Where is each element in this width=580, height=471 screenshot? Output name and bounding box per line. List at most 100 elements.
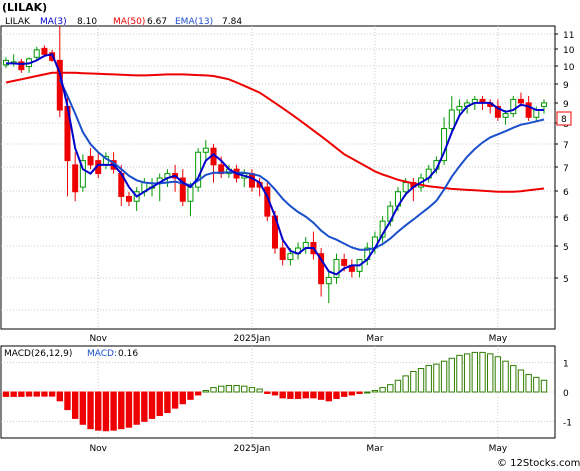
ema13-line [58,78,545,251]
macd-bar [387,384,394,393]
macd-bar [440,360,448,393]
macd-bar [287,391,294,399]
macd-bar [525,373,532,393]
candle-down [179,177,186,202]
macd-bar [317,391,325,400]
candle-up [287,253,294,260]
candle-up [187,186,194,202]
macd-bar [210,387,217,393]
legend-ema13-value: 7.84 [222,17,242,27]
macd-bar [494,356,502,393]
macd-x-tick-label: 2025Jan [234,444,271,454]
price-x-tick-label: Nov [89,334,107,344]
macd-bar [118,391,125,430]
candle-up [456,105,463,111]
macd-bar [379,387,386,393]
macd-bar [510,365,517,393]
macd-x-tick-label: Nov [89,444,107,454]
macd-bar [517,369,525,393]
macd-bar [194,391,202,396]
macd-bar [202,390,210,393]
macd-bar [448,357,455,393]
candle-up [402,182,409,193]
macd-bar [394,379,402,393]
price-y-tick-label: 9 [563,81,569,91]
candle-up [541,102,547,107]
macd-bar [164,391,171,414]
candle-up [195,151,202,188]
macd-bar [325,391,332,402]
price-y-tick-label: 6 [563,214,569,224]
macd-bar [310,391,317,399]
candle-up [33,49,40,58]
price-y-tick-label: 10 [563,46,575,56]
macd-bar [25,391,33,397]
macd-bar [187,391,194,400]
price-y-tick-label: 5 [563,275,569,285]
price-x-tick-label: 2025Jan [234,334,271,344]
candle-down [525,102,532,118]
candle-down [341,258,348,266]
price-x-tick-label: Mar [366,334,383,344]
macd-bar [433,363,440,393]
macd-bar [233,385,240,393]
macd-bar [171,391,179,409]
candle-down [87,155,94,166]
macd-bar [294,391,302,399]
price-y-tick-label: 7 [563,164,569,174]
candle-up [510,98,517,115]
macd-bar [248,387,256,393]
macd-bar [356,391,363,394]
macd-bar [79,391,87,425]
macd-legend-macd-value: 0.16 [118,349,138,359]
candle-down [125,195,132,202]
macd-bar [102,391,110,432]
macd-bar [125,391,133,428]
candle-down [517,98,524,104]
macd-bar [371,390,379,393]
legend-ma50-label: MA(50) [113,17,145,27]
candle-down [72,164,79,193]
macd-bar [417,368,425,393]
macd-bar [471,351,479,393]
price-y-tick-label: 11 [563,31,574,41]
macd-x-tick-label: May [489,444,508,454]
macd-bar [425,365,432,393]
macd-bar [141,391,148,422]
price-y-tick-label: 9 [563,100,569,110]
macd-bar [502,360,509,393]
price-y-tick-label: 10 [563,63,575,73]
macd-bar [456,354,463,393]
macd-bar [364,391,371,394]
macd-bar [241,385,248,393]
macd-bar [256,388,263,393]
macd-bar [87,391,94,430]
price-x-tick-label: May [489,334,508,344]
macd-bar [18,391,25,397]
macd-bar [56,391,63,402]
ma3-line [6,53,544,276]
watermark: © 12Stocks.com [497,458,580,469]
macd-bar [2,391,10,397]
candle-up [202,147,209,153]
macd-bar [64,391,71,411]
macd-bar [133,391,140,425]
last-price-tag [556,111,572,126]
candle-up [533,109,540,118]
candle-down [41,47,48,55]
candle-down [18,61,25,71]
macd-bar [95,391,102,431]
macd-bar [340,391,348,397]
legend-ema13-label: EMA(13) [175,17,213,27]
candle-down [318,253,325,285]
macd-y-tick-label: -1 [563,418,572,428]
legend-ma3-label: MA(3) [40,17,67,27]
last-price-value: 8 [561,115,567,125]
candle-up [333,258,340,278]
macd-bar [264,391,271,394]
macd-bar [33,391,40,397]
candle-down [248,173,255,188]
macd-bar [10,391,17,397]
price-y-tick-label: 6 [563,188,569,198]
